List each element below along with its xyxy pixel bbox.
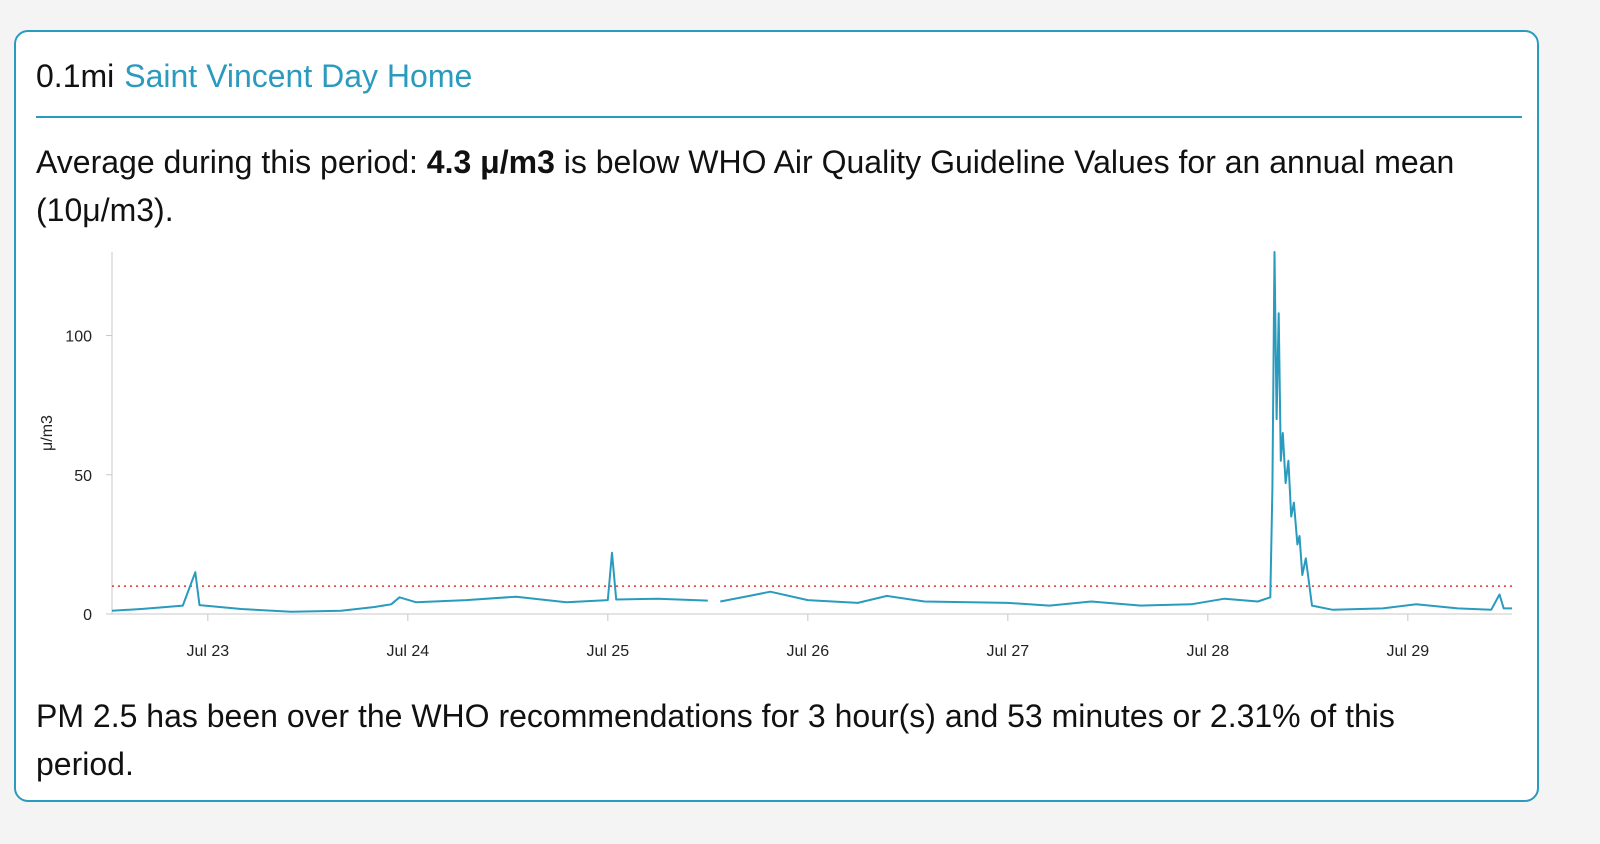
chart-labels: 0 50 100 μ/m3 Jul 23 Jul 24 Jul 25 Jul 26 Jul 27… xyxy=(39,329,1429,660)
average-value: 4.3 μ/m3 xyxy=(426,144,555,180)
y-tick-label: 50 xyxy=(74,468,92,485)
y-tick-label: 0 xyxy=(83,607,92,624)
exceedance-summary: PM 2.5 has been over the WHO recommendat… xyxy=(36,698,1395,782)
pm25-line xyxy=(111,551,708,613)
pm25-chart: 0 50 100 μ/m3 Jul 23 Jul 24 Jul 25 Jul 26 Jul 27… xyxy=(39,251,1512,660)
x-tick-label: Jul 24 xyxy=(386,643,429,660)
pm25-line xyxy=(720,251,1512,611)
x-tick-label: Jul 29 xyxy=(1386,643,1429,660)
x-tick-label: Jul 25 xyxy=(586,643,629,660)
header-divider xyxy=(36,116,1522,118)
site-name-link[interactable]: Saint Vincent Day Home xyxy=(124,58,473,94)
distance-label: 0.1mi xyxy=(36,58,115,94)
average-summary: Average during this period: 4.3 μ/m3 is … xyxy=(36,138,1496,234)
chart-axes xyxy=(106,252,1512,621)
x-tick-label: Jul 23 xyxy=(186,643,229,660)
sensor-card: 0.1mi Saint Vincent Day Home Average duri… xyxy=(14,30,1539,802)
x-tick-label: Jul 28 xyxy=(1186,643,1229,660)
y-axis-label: μ/m3 xyxy=(39,415,56,451)
x-tick-label: Jul 26 xyxy=(786,643,829,660)
chart-series xyxy=(111,251,1512,613)
card-header: 0.1mi Saint Vincent Day Home xyxy=(36,56,472,96)
y-tick-label: 100 xyxy=(65,329,92,346)
x-tick-label: Jul 27 xyxy=(986,643,1029,660)
average-prefix: Average during this period: xyxy=(36,144,427,180)
average-suffix: is below WHO Air Quality Guideline Value… xyxy=(36,144,1455,228)
